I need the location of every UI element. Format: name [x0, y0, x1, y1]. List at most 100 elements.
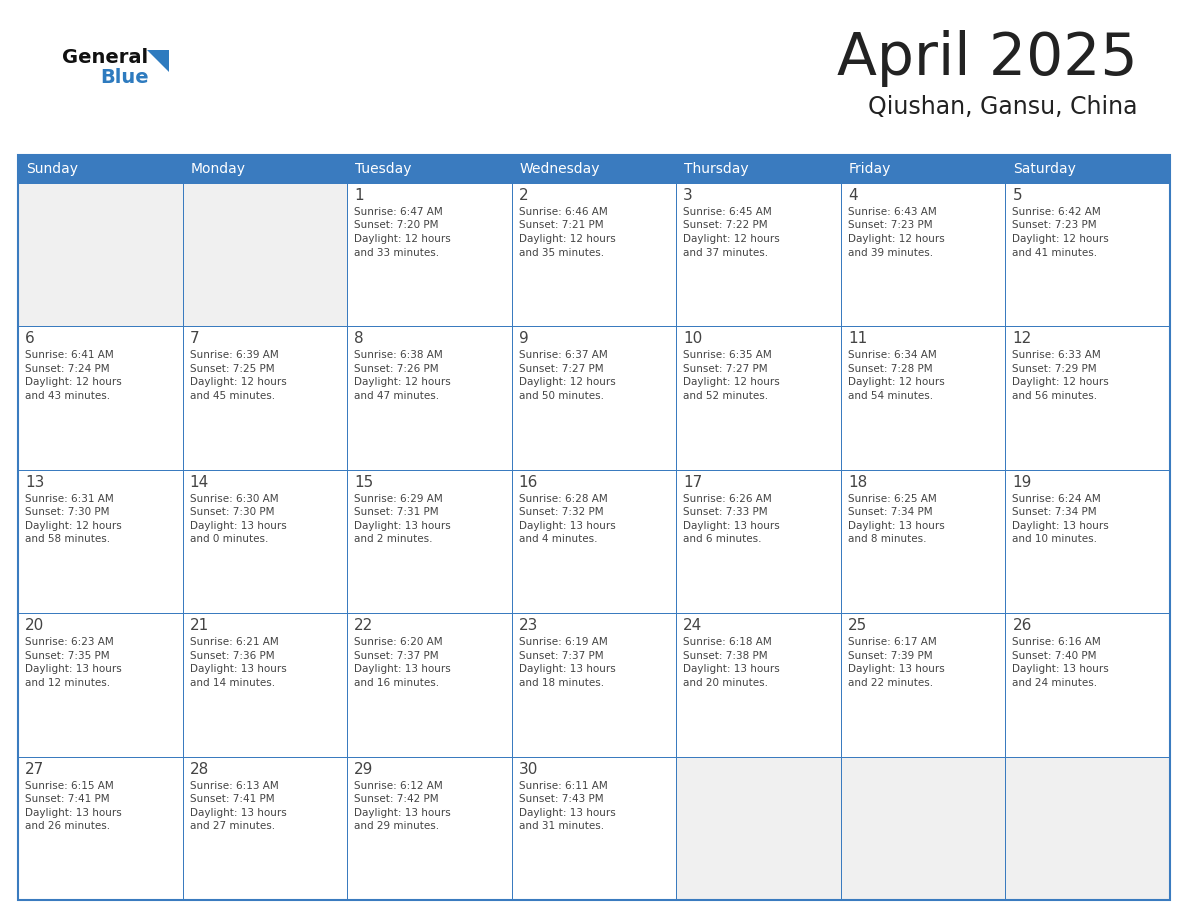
Text: Daylight: 12 hours: Daylight: 12 hours [519, 377, 615, 387]
Text: Sunrise: 6:26 AM: Sunrise: 6:26 AM [683, 494, 772, 504]
Bar [1005, 327, 1170, 470]
Text: 22: 22 [354, 618, 373, 633]
Bar [1005, 613, 1170, 756]
Text: Sunset: 7:27 PM: Sunset: 7:27 PM [519, 364, 604, 374]
Polygon shape [147, 50, 169, 72]
Text: Sunrise: 6:38 AM: Sunrise: 6:38 AM [354, 351, 443, 361]
Text: 2: 2 [519, 188, 529, 203]
Text: 10: 10 [683, 331, 702, 346]
Text: and 22 minutes.: and 22 minutes. [848, 677, 933, 688]
Text: and 20 minutes.: and 20 minutes. [683, 677, 769, 688]
Text: Sunset: 7:27 PM: Sunset: 7:27 PM [683, 364, 767, 374]
Text: Sunrise: 6:18 AM: Sunrise: 6:18 AM [683, 637, 772, 647]
Bar [841, 155, 1005, 183]
Bar [512, 756, 676, 900]
Text: Sunset: 7:21 PM: Sunset: 7:21 PM [519, 220, 604, 230]
Text: 21: 21 [190, 618, 209, 633]
Text: and 37 minutes.: and 37 minutes. [683, 248, 769, 258]
Text: Sunset: 7:23 PM: Sunset: 7:23 PM [848, 220, 933, 230]
Text: 3: 3 [683, 188, 693, 203]
Text: Sunrise: 6:16 AM: Sunrise: 6:16 AM [1012, 637, 1101, 647]
Text: Sunset: 7:39 PM: Sunset: 7:39 PM [848, 651, 933, 661]
Text: Daylight: 13 hours: Daylight: 13 hours [519, 521, 615, 531]
Text: 23: 23 [519, 618, 538, 633]
Text: Daylight: 12 hours: Daylight: 12 hours [25, 377, 121, 387]
Bar [1005, 327, 1170, 470]
Text: and 10 minutes.: and 10 minutes. [1012, 534, 1098, 544]
Text: Daylight: 13 hours: Daylight: 13 hours [25, 665, 121, 674]
Text: April 2025: April 2025 [838, 30, 1138, 87]
Text: 5: 5 [1012, 188, 1022, 203]
Text: and 4 minutes.: and 4 minutes. [519, 534, 598, 544]
Bar [183, 613, 347, 756]
Bar [841, 470, 1005, 613]
Bar [18, 613, 183, 756]
Bar [347, 327, 512, 470]
Text: and 14 minutes.: and 14 minutes. [190, 677, 274, 688]
Text: and 35 minutes.: and 35 minutes. [519, 248, 604, 258]
Text: Sunset: 7:30 PM: Sunset: 7:30 PM [190, 508, 274, 518]
Bar [183, 327, 347, 470]
Text: Wednesday: Wednesday [519, 162, 600, 176]
Bar [676, 183, 841, 327]
Text: 8: 8 [354, 331, 364, 346]
Text: Sunrise: 6:28 AM: Sunrise: 6:28 AM [519, 494, 607, 504]
Bar [347, 327, 512, 470]
Bar [512, 756, 676, 900]
Text: Daylight: 12 hours: Daylight: 12 hours [1012, 377, 1110, 387]
Bar [841, 756, 1005, 900]
Text: Sunrise: 6:11 AM: Sunrise: 6:11 AM [519, 780, 607, 790]
Bar [347, 613, 512, 756]
Text: Sunrise: 6:47 AM: Sunrise: 6:47 AM [354, 207, 443, 217]
Bar [183, 756, 347, 900]
Text: and 16 minutes.: and 16 minutes. [354, 677, 440, 688]
Bar [18, 183, 183, 327]
Text: Sunrise: 6:43 AM: Sunrise: 6:43 AM [848, 207, 936, 217]
Text: Sunrise: 6:21 AM: Sunrise: 6:21 AM [190, 637, 278, 647]
Text: 20: 20 [25, 618, 44, 633]
Bar [183, 613, 347, 756]
Bar [676, 756, 841, 900]
Text: and 26 minutes.: and 26 minutes. [25, 821, 110, 831]
Text: Daylight: 13 hours: Daylight: 13 hours [519, 665, 615, 674]
Bar [1005, 183, 1170, 327]
Bar [347, 470, 512, 613]
Text: Daylight: 13 hours: Daylight: 13 hours [683, 665, 781, 674]
Text: Daylight: 13 hours: Daylight: 13 hours [354, 665, 451, 674]
Bar [512, 327, 676, 470]
Bar [183, 183, 347, 327]
Text: Sunset: 7:34 PM: Sunset: 7:34 PM [1012, 508, 1097, 518]
Bar [512, 183, 676, 327]
Text: 29: 29 [354, 762, 373, 777]
Bar [347, 183, 512, 327]
Text: Sunrise: 6:30 AM: Sunrise: 6:30 AM [190, 494, 278, 504]
Bar [841, 183, 1005, 327]
Text: 6: 6 [25, 331, 34, 346]
Bar [676, 470, 841, 613]
Text: and 27 minutes.: and 27 minutes. [190, 821, 274, 831]
Text: and 24 minutes.: and 24 minutes. [1012, 677, 1098, 688]
Text: Saturday: Saturday [1013, 162, 1076, 176]
Text: 30: 30 [519, 762, 538, 777]
Bar [512, 155, 676, 183]
Bar [1005, 155, 1170, 183]
Text: General: General [62, 48, 148, 67]
Text: and 33 minutes.: and 33 minutes. [354, 248, 440, 258]
Text: Daylight: 12 hours: Daylight: 12 hours [848, 234, 944, 244]
Text: Sunrise: 6:24 AM: Sunrise: 6:24 AM [1012, 494, 1101, 504]
Text: Daylight: 13 hours: Daylight: 13 hours [848, 665, 944, 674]
Text: Sunset: 7:40 PM: Sunset: 7:40 PM [1012, 651, 1097, 661]
Bar [183, 756, 347, 900]
Text: Sunrise: 6:29 AM: Sunrise: 6:29 AM [354, 494, 443, 504]
Text: Monday: Monday [190, 162, 246, 176]
Text: Sunset: 7:20 PM: Sunset: 7:20 PM [354, 220, 438, 230]
Text: and 52 minutes.: and 52 minutes. [683, 391, 769, 401]
Text: Daylight: 13 hours: Daylight: 13 hours [190, 808, 286, 818]
Bar [347, 155, 512, 183]
Text: Sunset: 7:34 PM: Sunset: 7:34 PM [848, 508, 933, 518]
Bar [347, 183, 512, 327]
Text: Daylight: 13 hours: Daylight: 13 hours [1012, 521, 1110, 531]
Bar [676, 613, 841, 756]
Text: Sunrise: 6:17 AM: Sunrise: 6:17 AM [848, 637, 936, 647]
Text: Sunrise: 6:34 AM: Sunrise: 6:34 AM [848, 351, 936, 361]
